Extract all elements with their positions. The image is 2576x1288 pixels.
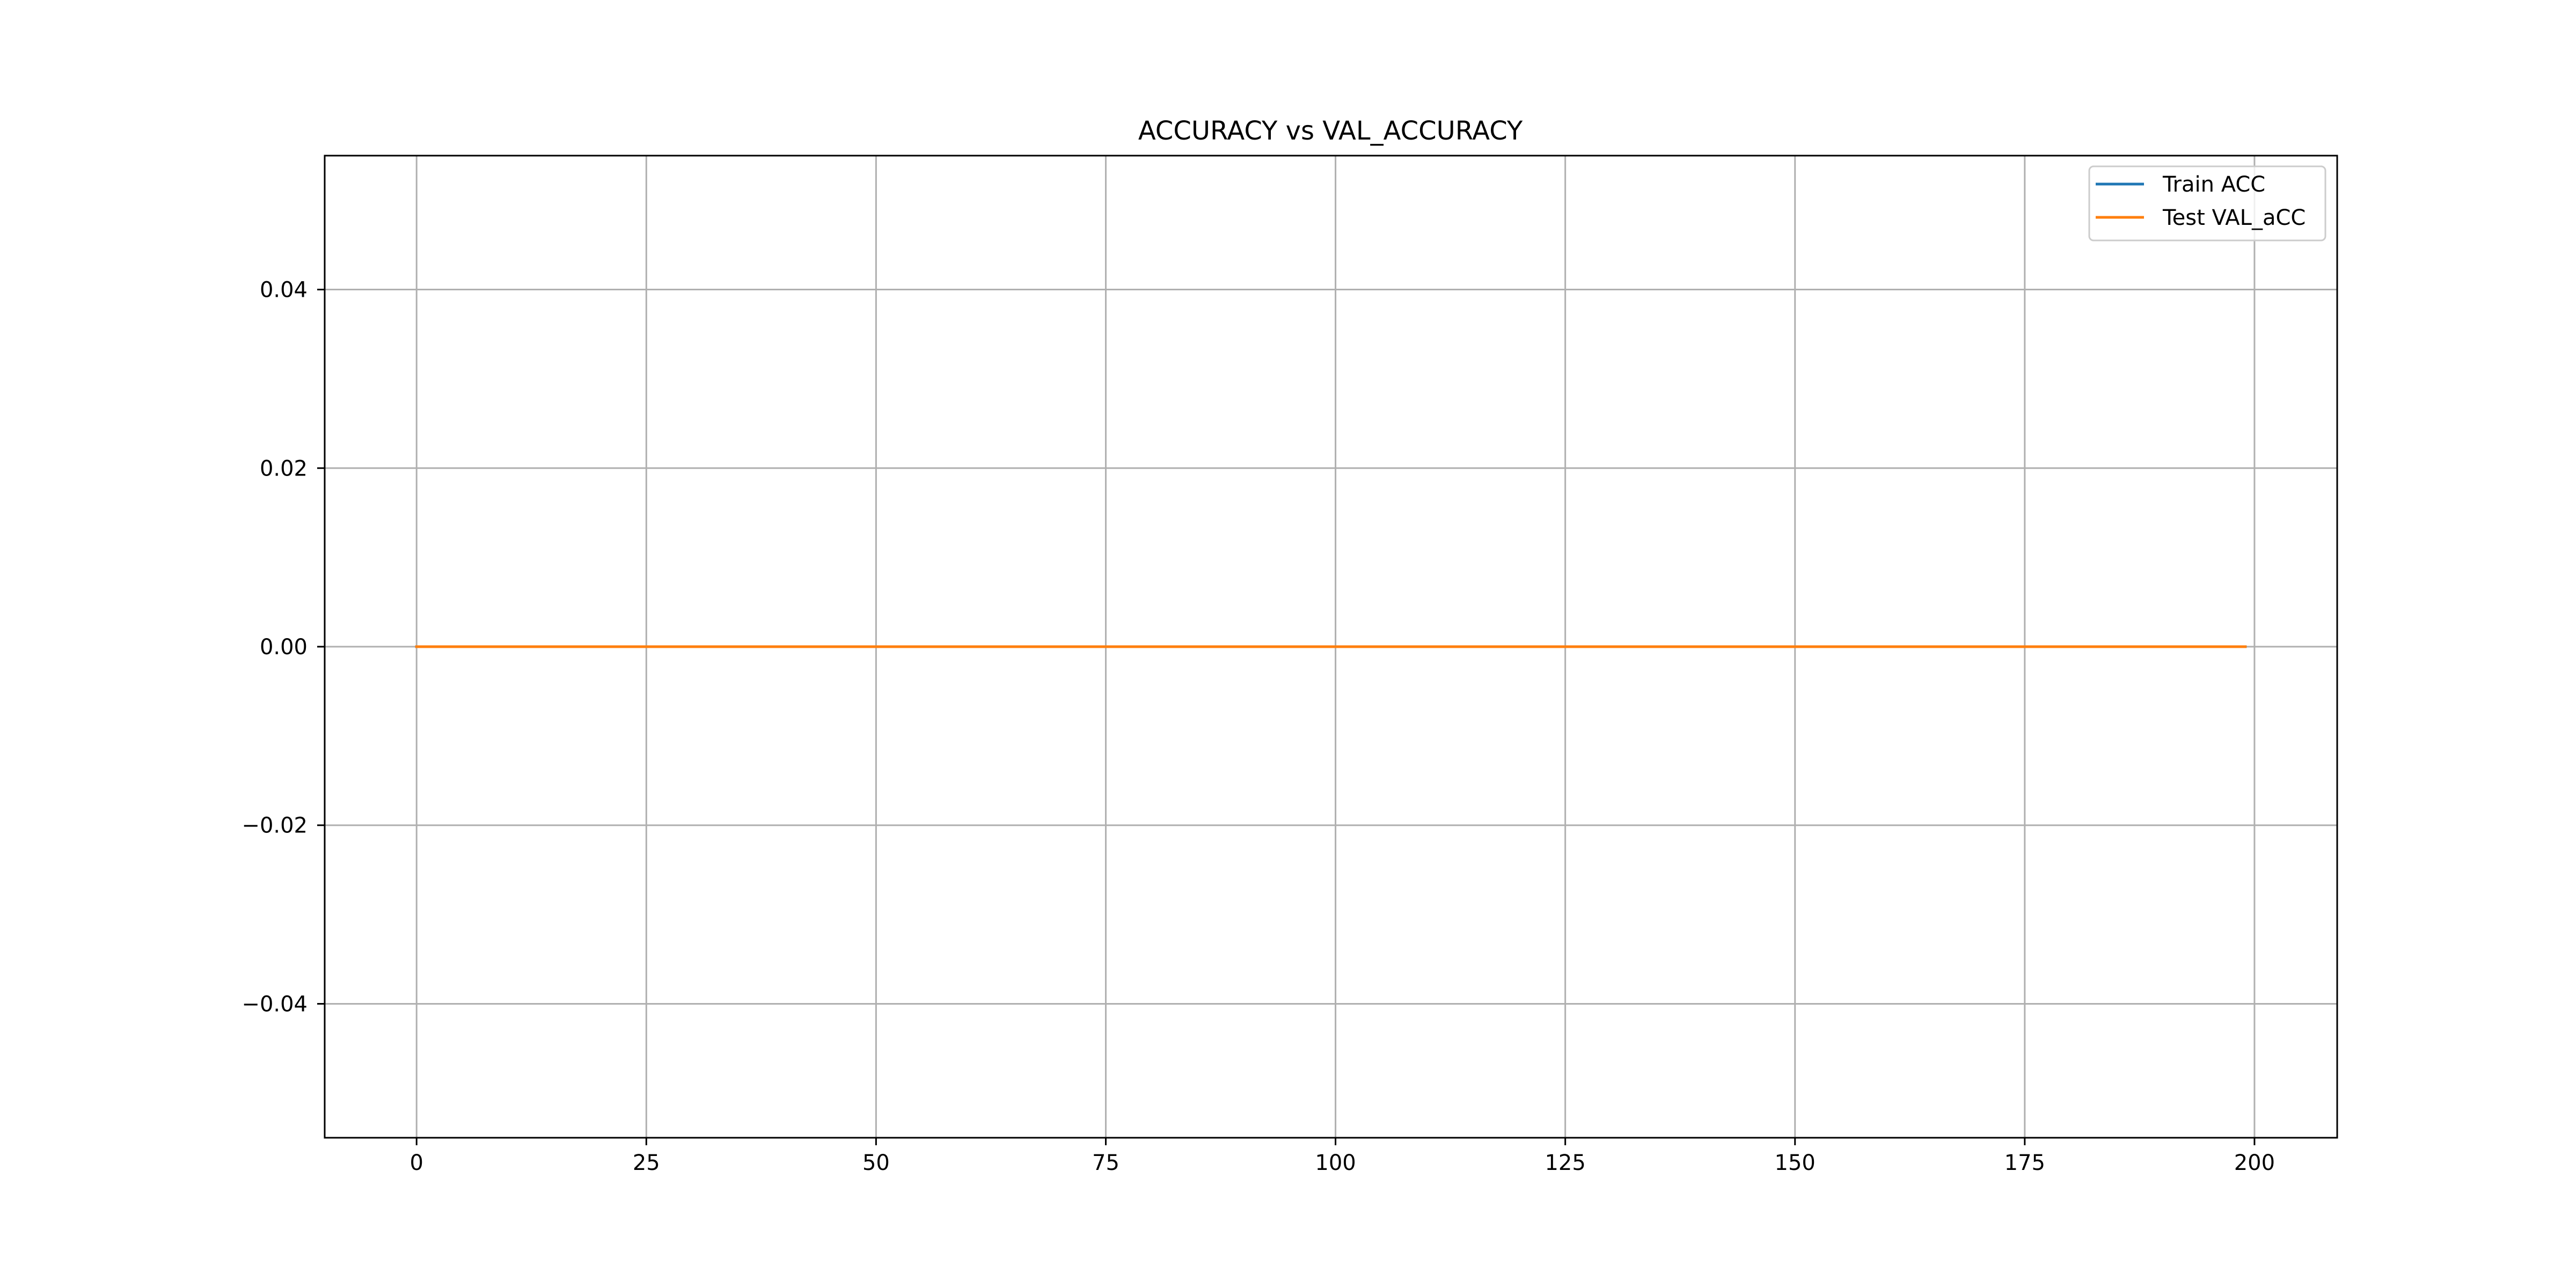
x-axis-ticks: 0 25 50 75 100 125 150 175 200	[410, 1138, 2275, 1175]
y-tick-label-3: 0.00	[260, 635, 308, 660]
y-tick-label-5: 0.04	[260, 278, 308, 303]
legend-box	[2088, 165, 2326, 241]
y-tick-label-1: −0.04	[241, 992, 308, 1016]
x-tick-label-25: 25	[633, 1151, 660, 1175]
chart-title: ACCURACY vs VAL_ACCURACY	[1138, 116, 1523, 146]
x-tick-label-0: 0	[410, 1151, 423, 1175]
y-tick-label-2: −0.02	[241, 814, 308, 838]
legend-label-test-val-acc: Test VAL_aCC	[2162, 206, 2306, 230]
x-tick-label-150: 150	[1775, 1151, 1816, 1175]
legend: Train ACC Test VAL_aCC	[2088, 165, 2326, 241]
x-tick-label-200: 200	[2234, 1151, 2275, 1175]
x-tick-label-125: 125	[1545, 1151, 1585, 1175]
x-tick-label-75: 75	[1092, 1151, 1119, 1175]
y-axis-ticks: −0.04 −0.02 0.00 0.02 0.04	[241, 278, 325, 1016]
x-tick-label-50: 50	[862, 1151, 890, 1175]
legend-label-train-acc: Train ACC	[2162, 172, 2265, 197]
x-tick-label-100: 100	[1315, 1151, 1356, 1175]
y-tick-label-4: 0.02	[260, 456, 308, 481]
x-tick-label-175: 175	[2004, 1151, 2045, 1175]
